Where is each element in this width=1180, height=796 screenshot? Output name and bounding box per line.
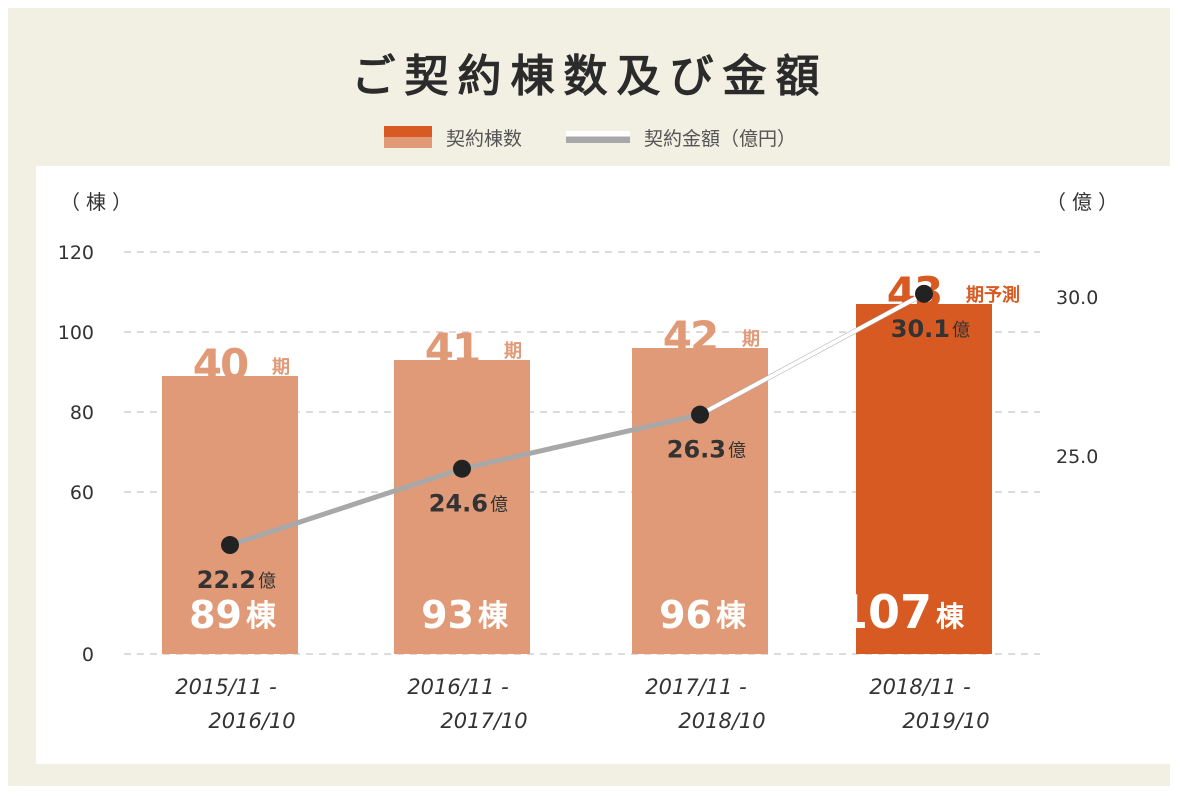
y2-tick-label: 30.0 <box>1056 287 1098 309</box>
bar <box>632 348 768 654</box>
bar-value-unit: 棟 <box>478 599 509 634</box>
line-value-unit: 億 <box>952 320 970 341</box>
line-value-unit: 億 <box>258 571 276 592</box>
series-line <box>229 466 463 548</box>
line-value-unit: 億 <box>728 441 746 462</box>
legend-item-bars: 契約棟数 <box>383 124 522 151</box>
period-suffix: 期 <box>504 341 522 362</box>
line-point <box>221 536 239 555</box>
y-tick-label: 80 <box>70 402 94 424</box>
line-value-unit: 億 <box>490 495 508 516</box>
legend-label-line: 契約金額（億円） <box>644 127 797 150</box>
y-tick-label: 60 <box>70 482 94 504</box>
bar-value-label: 89 <box>189 593 242 637</box>
left-axis-unit: （棟） <box>60 190 138 214</box>
bar <box>394 360 530 654</box>
y2-tick-label: 25.0 <box>1056 446 1098 468</box>
bar-value-label: 107 <box>836 585 932 639</box>
legend-swatch-bar <box>383 126 432 148</box>
bar-value-label: 93 <box>421 593 474 637</box>
x-tick-label: 2016/10 <box>208 709 295 733</box>
x-tick-label: 2017/11 - <box>645 675 747 699</box>
y-tick-label: 120 <box>58 242 94 264</box>
y-tick-label: 100 <box>58 322 94 344</box>
legend-item-line: 契約金額（億円） <box>566 124 796 151</box>
bar-value-unit: 棟 <box>936 600 965 633</box>
chart-title: ご契約棟数及び金額 <box>351 51 829 102</box>
bar <box>162 376 298 654</box>
chart-panel: 0 60 80 100 120 25.0 30.0 40 期 41 期 42 期 43 期予測 22.2 億 24… <box>36 166 1170 764</box>
legend-label-bars: 契約棟数 <box>445 127 522 150</box>
y-tick-label: 0 <box>82 644 94 666</box>
period-label: 42 <box>663 312 717 361</box>
x-tick-label: 2019/10 <box>902 709 989 733</box>
line-value-label: 22.2 <box>197 566 256 594</box>
x-tick-label: 2018/10 <box>678 709 765 733</box>
x-tick-label: 2017/10 <box>440 709 527 733</box>
bar-value-label: 96 <box>659 593 712 637</box>
line-value-label: 26.3 <box>667 436 726 464</box>
line-value-label: 30.1 <box>891 315 950 343</box>
bar <box>856 304 992 654</box>
x-tick-label: 2016/11 - <box>407 675 509 699</box>
period-suffix: 期 <box>272 357 290 378</box>
line-point <box>691 405 709 424</box>
period-suffix: 期 <box>742 329 760 350</box>
bar-value-unit: 棟 <box>716 599 747 634</box>
line-point <box>453 459 471 478</box>
chart-legend: 契約棟数 契約金額（億円） <box>0 120 1180 154</box>
period-label: 41 <box>425 324 479 373</box>
line-value-label: 24.6 <box>429 490 488 518</box>
line-point <box>915 284 933 303</box>
x-tick-label: 2018/11 - <box>869 675 971 699</box>
right-axis-unit: （億） <box>1046 190 1124 214</box>
series-line-highlight <box>461 412 701 471</box>
period-label: 40 <box>193 340 248 389</box>
legend-swatch-line <box>566 131 630 143</box>
x-tick-label: 2015/11 - <box>175 675 277 699</box>
period-suffix: 期予測 <box>966 284 1020 306</box>
series-line-highlight <box>699 292 925 417</box>
bar-value-unit: 棟 <box>246 599 277 634</box>
